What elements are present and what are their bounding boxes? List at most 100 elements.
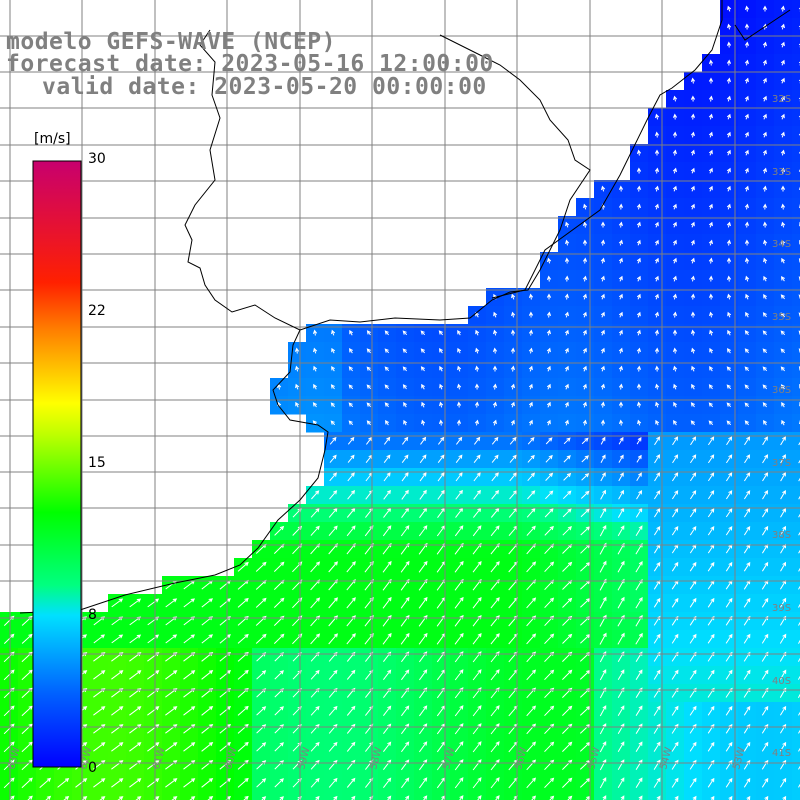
wind-arrow — [562, 741, 573, 752]
wind-arrow — [600, 293, 605, 300]
wind-arrow — [654, 329, 659, 336]
wind-arrow — [690, 185, 695, 192]
speed-cell — [288, 792, 307, 800]
speed-cell — [792, 558, 800, 577]
wind-arrow — [600, 419, 606, 426]
wind-arrow — [328, 669, 338, 680]
wind-arrow — [201, 742, 214, 752]
wind-arrow — [618, 185, 624, 192]
wind-arrow — [454, 777, 464, 789]
wind-arrow — [653, 508, 661, 518]
wind-arrow — [708, 131, 713, 138]
wind-arrow — [582, 347, 587, 354]
wind-arrow — [690, 275, 695, 282]
wind-arrow — [382, 525, 392, 537]
wind-arrow — [654, 167, 660, 174]
wind-arrow — [636, 293, 641, 300]
wind-arrow — [310, 705, 320, 716]
wind-arrow — [111, 742, 124, 752]
speed-cell — [792, 108, 800, 127]
wind-arrow — [727, 329, 731, 336]
wind-arrow — [708, 275, 714, 282]
wind-arrow — [690, 203, 695, 210]
wind-arrow — [798, 603, 800, 608]
wind-arrow — [780, 384, 785, 390]
wind-arrow — [328, 741, 338, 752]
wind-arrow — [385, 420, 389, 426]
wind-arrow — [329, 472, 337, 482]
lat-label: 32S — [772, 94, 791, 105]
wind-arrow — [618, 221, 623, 228]
wind-arrow — [780, 525, 787, 536]
wind-arrow — [727, 311, 732, 318]
speed-cell — [792, 0, 800, 19]
wind-arrow — [135, 796, 142, 800]
wind-arrow — [599, 705, 607, 717]
lat-label: 40S — [772, 676, 791, 687]
wind-arrow — [726, 420, 732, 426]
wind-arrow — [405, 795, 410, 800]
wind-arrow — [636, 185, 642, 192]
wind-arrow — [654, 275, 659, 282]
wind-arrow — [744, 185, 749, 192]
wind-arrow — [347, 454, 355, 463]
wind-arrow — [780, 185, 786, 192]
wind-arrow — [743, 508, 751, 518]
wind-arrow — [582, 239, 588, 246]
wind-arrow — [201, 706, 214, 716]
wind-arrow — [599, 560, 607, 573]
wind-arrow — [638, 795, 643, 800]
wind-arrow — [93, 634, 106, 644]
speed-cell — [792, 270, 800, 289]
wind-arrow — [3, 741, 15, 753]
wind-arrow — [274, 706, 284, 716]
wind-arrow — [690, 402, 695, 408]
wind-arrow — [654, 221, 659, 228]
wind-arrow — [762, 77, 767, 84]
wind-arrow — [582, 221, 588, 228]
wind-arrow — [564, 275, 570, 282]
wind-arrow — [315, 795, 320, 800]
speed-cell — [738, 792, 757, 800]
wind-arrow — [743, 526, 751, 536]
wind-arrow — [147, 742, 160, 752]
wind-arrow — [237, 597, 249, 608]
wind-arrow — [707, 633, 715, 644]
wind-arrow — [225, 796, 232, 800]
speed-cell — [180, 792, 199, 800]
wind-arrow — [779, 705, 787, 716]
wind-arrow — [780, 59, 785, 66]
wind-arrow — [526, 633, 537, 645]
wind-arrow — [636, 347, 641, 354]
wind-arrow — [474, 401, 480, 408]
wind-arrow — [762, 95, 767, 102]
wind-arrow — [690, 257, 695, 264]
wind-arrow — [418, 777, 428, 789]
wind-arrow — [763, 257, 768, 264]
wind-arrow — [313, 383, 317, 390]
wind-arrow — [707, 472, 715, 482]
wind-arrow — [39, 777, 52, 788]
wind-arrow — [273, 597, 285, 608]
wind-arrow — [780, 149, 785, 156]
lat-label: 37S — [772, 458, 791, 469]
wind-arrow — [744, 420, 749, 426]
wind-arrow — [708, 167, 713, 174]
wind-arrow — [201, 670, 214, 680]
wind-arrow — [726, 59, 732, 66]
wind-arrow — [331, 329, 336, 336]
wind-arrow — [600, 257, 605, 264]
wind-arrow — [528, 401, 533, 408]
wind-arrow — [690, 436, 697, 446]
wind-arrow — [780, 41, 785, 48]
wind-arrow — [762, 59, 767, 66]
wind-arrow — [707, 741, 715, 752]
wind-arrow — [780, 348, 786, 354]
speed-cell — [792, 378, 800, 397]
wind-arrow — [472, 723, 482, 735]
wind-arrow — [582, 365, 587, 372]
speed-cell — [792, 234, 800, 253]
wind-arrow — [565, 221, 570, 228]
wind-arrow — [636, 454, 642, 463]
wind-arrow — [491, 454, 499, 463]
